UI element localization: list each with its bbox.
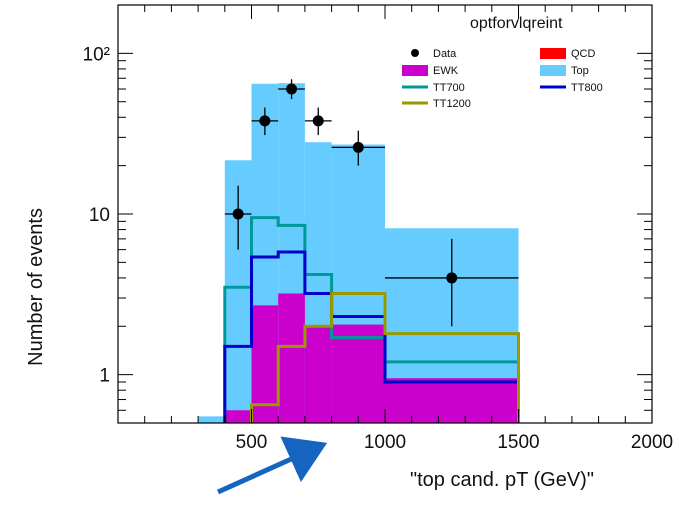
data-point-1 xyxy=(259,115,271,127)
axis-ticks xyxy=(118,4,652,424)
legend: Data QCD EWK Top TT700 TT800 TT1200 xyxy=(402,48,603,110)
y-tick-label-1: 1 xyxy=(99,366,110,387)
chart-title: optforvlqreint xyxy=(470,15,563,32)
legend-swatch-top xyxy=(540,65,566,76)
legend-label-tt700: TT700 xyxy=(433,82,465,94)
annotation-arrow xyxy=(216,436,328,495)
x-tick-label-2000: 2000 xyxy=(631,432,673,453)
data-point-2 xyxy=(286,83,298,95)
bar-top-bin-3 xyxy=(198,416,225,423)
x-tick-label-1000: 1000 xyxy=(364,432,406,453)
x-tick-label-500: 500 xyxy=(236,432,268,453)
legend-label-data: Data xyxy=(433,48,457,60)
data-point-4 xyxy=(352,141,364,153)
legend-swatch-qcd xyxy=(540,48,566,59)
legend-label-ewk: EWK xyxy=(433,65,459,77)
legend-label-top: Top xyxy=(571,65,589,77)
legend-swatch-ewk xyxy=(402,65,428,76)
series-line-tt800 xyxy=(223,250,520,423)
data-point-5 xyxy=(446,272,458,284)
bar-ewk-bin-7 xyxy=(304,326,332,423)
bar-ewk-bin-4 xyxy=(224,410,252,423)
bar-ewk-bin-8 xyxy=(331,324,385,423)
data-point-3 xyxy=(312,115,324,127)
signal-lines xyxy=(223,216,520,423)
bar-ewk-bin-6 xyxy=(278,293,305,423)
bar-ewk-bin-5 xyxy=(251,305,279,423)
plot-area xyxy=(198,79,520,423)
legend-label-qcd: QCD xyxy=(571,48,596,60)
x-axis-label: "top cand. pT (GeV)" xyxy=(410,469,594,491)
legend-label-tt1200: TT1200 xyxy=(433,98,471,110)
x-tick-label-1500: 1500 xyxy=(497,432,539,453)
series-line-tt1200 xyxy=(250,291,520,423)
y-tick-label-100: 10² xyxy=(83,44,110,65)
y-axis-label: Number of events xyxy=(25,208,47,366)
data-points xyxy=(224,79,519,327)
bar-ewk-bin-9 xyxy=(385,378,519,423)
legend-marker-data xyxy=(411,49,419,57)
data-point-0 xyxy=(232,208,244,220)
legend-label-tt800: TT800 xyxy=(571,82,603,94)
axis-tick-labels: 500 1000 1500 2000 1 10 10² xyxy=(83,44,674,453)
stacked-histograms xyxy=(198,83,519,423)
y-tick-label-10: 10 xyxy=(89,205,110,226)
